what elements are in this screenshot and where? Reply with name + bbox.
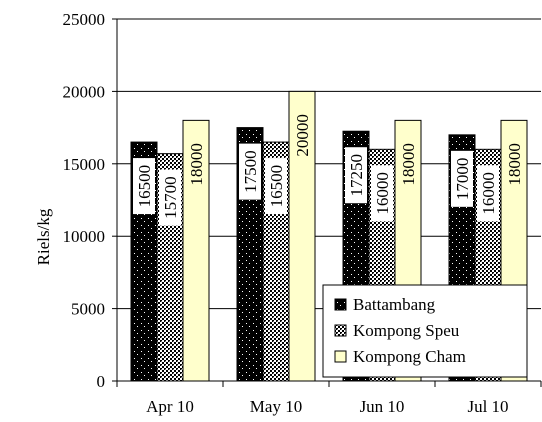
data-label: 18000 (399, 143, 418, 186)
data-label-bg (503, 136, 525, 193)
legend-label: Kompong Cham (353, 347, 466, 366)
data-label-bg (345, 147, 367, 204)
data-label: 16500 (267, 165, 286, 208)
legend-swatch (334, 324, 347, 337)
x-tick-label: Jul 10 (467, 397, 508, 416)
data-label: 16000 (373, 172, 392, 215)
data-label-bg (291, 107, 313, 164)
y-tick-label: 5000 (71, 300, 105, 319)
legend-swatch (334, 350, 347, 363)
data-label-bg (239, 143, 261, 200)
legend-box (322, 284, 528, 378)
data-label-bg (451, 150, 473, 207)
legend-label: Battambang (353, 295, 436, 314)
y-tick-label: 15000 (63, 155, 106, 174)
data-label-bg (133, 158, 155, 215)
legend: Battambang Kompong Speu Kompong Cham (322, 284, 528, 378)
data-label: 17250 (347, 154, 366, 197)
y-tick-label: 20000 (63, 82, 106, 101)
data-label-bg (397, 136, 419, 193)
data-label: 20000 (293, 114, 312, 157)
axes (112, 18, 542, 387)
data-label-bg (477, 165, 499, 222)
data-label: 18000 (187, 143, 206, 186)
y-tick-label: 10000 (63, 227, 106, 246)
data-label-bg (371, 165, 393, 222)
data-label: 15700 (161, 176, 180, 219)
x-tick-label: Jun 10 (360, 397, 405, 416)
data-label: 17500 (241, 150, 260, 193)
legend-label: Kompong Speu (353, 321, 460, 340)
y-tick-label: 0 (97, 372, 106, 391)
data-labels: 16500 15700 18000 17500 16500 20000 17250 16000… (133, 107, 525, 226)
data-label-bg (159, 169, 181, 226)
data-label-bg (265, 158, 287, 215)
y-axis-title: Riels/kg (34, 208, 53, 265)
x-tick-label: May 10 (250, 397, 302, 416)
data-label-bg (185, 136, 207, 193)
data-label: 18000 (505, 143, 524, 186)
legend-swatch (334, 298, 347, 311)
tick-labels: 0 5000 10000 15000 20000 25000 Apr 10 May 10 Jun… (63, 10, 509, 416)
data-label: 17000 (453, 158, 472, 201)
data-label: 16500 (135, 165, 154, 208)
x-tick-label: Apr 10 (146, 397, 194, 416)
data-label: 16000 (479, 172, 498, 215)
y-tick-label: 25000 (63, 10, 106, 29)
